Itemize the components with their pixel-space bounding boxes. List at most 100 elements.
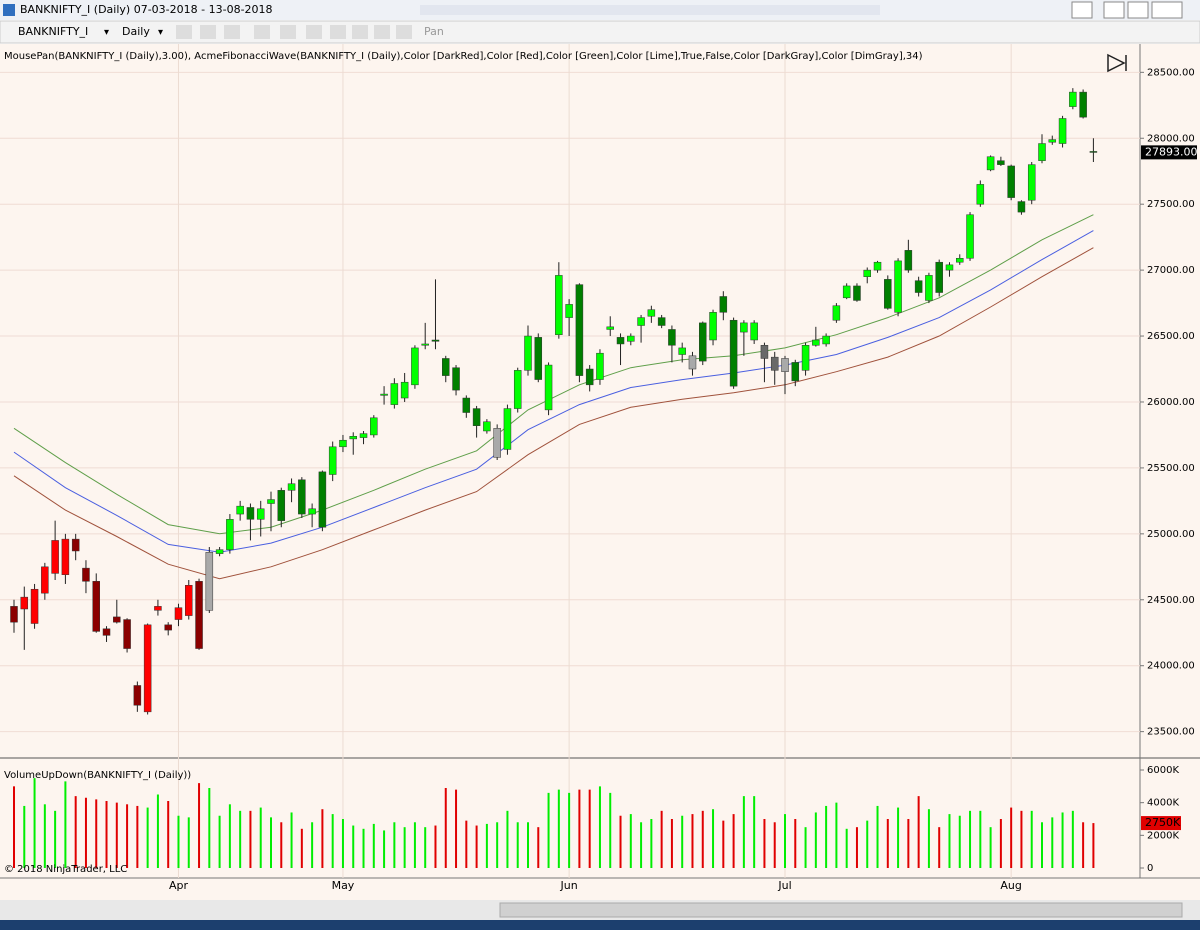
candle-body bbox=[884, 279, 892, 309]
candle-body bbox=[616, 337, 625, 345]
tool-icon[interactable] bbox=[254, 25, 270, 39]
candle-body bbox=[1048, 139, 1057, 143]
tool-icon[interactable] bbox=[330, 25, 346, 39]
candle-body bbox=[61, 538, 70, 575]
last-price-box bbox=[1141, 145, 1197, 160]
candle-body bbox=[431, 339, 440, 342]
candle-body bbox=[606, 326, 614, 330]
y-tick-label: 26500.00 bbox=[1147, 331, 1195, 342]
last-price-label: 27893.00 bbox=[1145, 145, 1198, 158]
tool-icon[interactable] bbox=[352, 25, 368, 39]
toolbar bbox=[0, 20, 1200, 44]
candle-body bbox=[781, 358, 789, 372]
candle-body bbox=[154, 606, 162, 611]
candle-body bbox=[71, 538, 80, 552]
y-tick-label: 4000K bbox=[1147, 798, 1179, 809]
instrument-dropdown[interactable]: BANKNIFTY_I bbox=[18, 25, 88, 38]
candle-body bbox=[822, 335, 830, 345]
candle-body bbox=[914, 280, 923, 293]
candle-body bbox=[956, 258, 964, 263]
candle-body bbox=[925, 275, 933, 301]
candle-body bbox=[719, 296, 728, 313]
indicator-label: VolumeUpDown(BANKNIFTY_I (Daily)) bbox=[4, 770, 191, 781]
candle-body bbox=[565, 304, 573, 318]
last-volume-label: 2750K bbox=[1145, 816, 1181, 829]
candle-body bbox=[513, 370, 522, 409]
candle-body bbox=[10, 606, 18, 623]
candle-body bbox=[215, 549, 224, 554]
band-line bbox=[13, 230, 1094, 553]
pan-button[interactable]: Pan bbox=[424, 25, 444, 38]
candle-body bbox=[143, 624, 152, 713]
grid-layer bbox=[0, 44, 1140, 878]
link-button[interactable] bbox=[1071, 1, 1093, 19]
y-tick-label: 26000.00 bbox=[1147, 397, 1195, 408]
y-tick-label: 0 bbox=[1147, 863, 1153, 874]
candle-body bbox=[359, 433, 368, 438]
candle-body bbox=[750, 322, 758, 341]
y-tick-label: 25000.00 bbox=[1147, 529, 1195, 540]
candle-body bbox=[328, 446, 337, 475]
candle-body bbox=[318, 471, 327, 528]
candle-body bbox=[1038, 143, 1046, 161]
candle-body bbox=[30, 588, 39, 624]
candle-body bbox=[349, 436, 357, 440]
y-tick-label: 25500.00 bbox=[1147, 463, 1195, 474]
candle-body bbox=[1007, 165, 1015, 198]
candle-body bbox=[842, 285, 851, 299]
candle-body bbox=[483, 421, 491, 432]
tool-icon[interactable] bbox=[224, 25, 240, 39]
blurred-tabs bbox=[420, 5, 880, 15]
dropdown-arrow: ▾ bbox=[104, 27, 109, 38]
candle-body bbox=[740, 322, 748, 333]
candle-body bbox=[370, 417, 378, 436]
tool-icon[interactable] bbox=[176, 25, 192, 39]
dropdown-arrow: ▾ bbox=[158, 27, 163, 38]
candle-body bbox=[298, 479, 306, 515]
candle-body bbox=[421, 343, 429, 346]
x-tick-label: Aug bbox=[1000, 879, 1021, 892]
candle-body bbox=[699, 322, 707, 362]
tool-icon[interactable] bbox=[200, 25, 216, 39]
tool-icon[interactable] bbox=[396, 25, 412, 39]
candle-body bbox=[113, 616, 121, 623]
tool-icon[interactable] bbox=[306, 25, 322, 39]
close-button[interactable] bbox=[1151, 1, 1183, 19]
minimize-button[interactable] bbox=[1103, 1, 1125, 19]
candle-body bbox=[668, 329, 676, 346]
window-title: BANKNIFTY_I (Daily) 07-03-2018 - 13-08-2… bbox=[20, 3, 273, 16]
y-tick-label: 2000K bbox=[1147, 830, 1179, 841]
candle-body bbox=[390, 383, 399, 405]
candle-body bbox=[729, 319, 738, 387]
last-volume-box bbox=[1141, 816, 1181, 831]
candle-body bbox=[442, 358, 450, 376]
tool-icon[interactable] bbox=[374, 25, 390, 39]
y-tick-label: 6000K bbox=[1147, 765, 1179, 776]
candle-body bbox=[935, 261, 943, 293]
candle-body bbox=[226, 519, 234, 550]
candle-body bbox=[863, 269, 871, 277]
candle-body bbox=[904, 250, 913, 271]
candle-body bbox=[966, 214, 974, 259]
candle-body bbox=[596, 352, 604, 380]
scroll-end-button[interactable] bbox=[1107, 53, 1127, 73]
candle-body bbox=[657, 317, 666, 326]
scroll-thumb[interactable] bbox=[499, 902, 1183, 918]
candle-body bbox=[575, 284, 584, 376]
candle-body bbox=[1079, 91, 1087, 118]
copyright: © 2018 NinjaTrader, LLC bbox=[4, 864, 127, 875]
candle-body bbox=[277, 490, 286, 521]
candle-body bbox=[585, 368, 594, 386]
candle-body bbox=[1017, 201, 1026, 213]
candle-body bbox=[164, 624, 172, 631]
y-tick-label: 24000.00 bbox=[1147, 661, 1195, 672]
period-dropdown[interactable]: Daily bbox=[122, 25, 150, 38]
candle-body bbox=[1089, 151, 1098, 153]
candle-body bbox=[647, 309, 656, 317]
candle-body bbox=[92, 581, 100, 632]
restore-button[interactable] bbox=[1127, 1, 1149, 19]
candle-body bbox=[678, 347, 686, 355]
tool-icon[interactable] bbox=[280, 25, 296, 39]
candle-body bbox=[1058, 118, 1067, 144]
